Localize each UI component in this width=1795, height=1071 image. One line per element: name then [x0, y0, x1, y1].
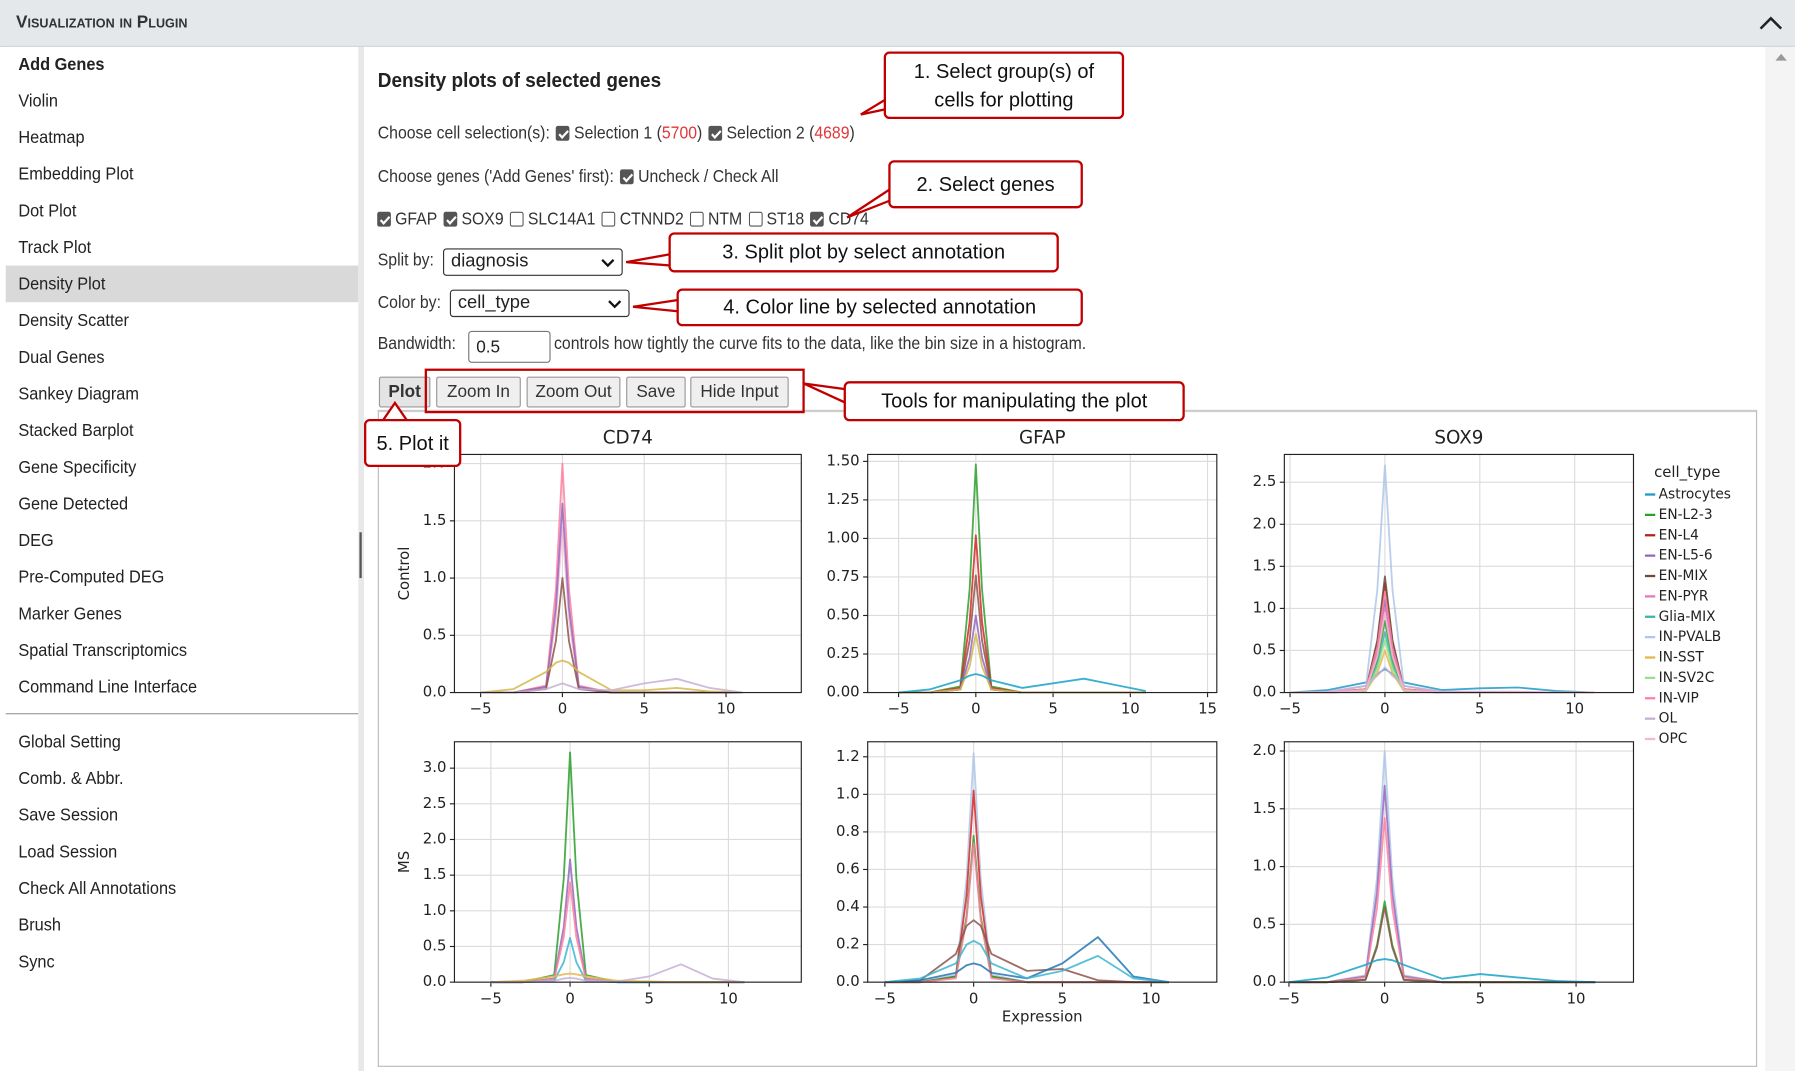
label: Bandwidth: — [377, 334, 456, 354]
genes-row: Choose genes ('Add Genes' first): Unchec… — [378, 167, 779, 186]
callout: 5. Plot it — [364, 418, 462, 468]
nav-item[interactable]: Stacked Barplot — [18, 421, 134, 441]
text-input[interactable]: 0.5 — [468, 330, 551, 363]
gene-label[interactable]: CTNND2 — [619, 209, 684, 229]
dropdown-arrow — [601, 259, 615, 268]
nav-item[interactable]: Heatmap — [18, 128, 85, 148]
callout: 2. Select genes — [888, 160, 1083, 209]
panel-header[interactable]: Visualization in Plugin — [0, 0, 1795, 47]
nav-item[interactable]: Density Plot — [18, 274, 106, 295]
option-label[interactable]: Selection 2 — [726, 123, 805, 144]
nav-item[interactable]: Dot Plot — [18, 201, 77, 221]
nav-item[interactable]: Gene Specificity — [18, 457, 137, 478]
nav-item[interactable]: Pre-Computed DEG — [18, 567, 165, 588]
checkbox[interactable] — [601, 211, 616, 227]
nav-item[interactable]: Spatial Transcriptomics — [18, 641, 188, 661]
gene-label[interactable]: SOX9 — [461, 209, 504, 229]
nav-item[interactable]: Track Plot — [18, 238, 92, 258]
nav-item[interactable]: Command Line Interface — [18, 677, 198, 698]
nav-item[interactable]: Global Setting — [18, 732, 121, 753]
input-value: 0.5 — [476, 337, 501, 357]
checkbox[interactable] — [377, 211, 391, 227]
nav-item[interactable]: Marker Genes — [18, 604, 122, 624]
hint: controls how tightly the curve fits to t… — [554, 334, 1087, 354]
nav-item[interactable]: Brush — [18, 915, 61, 936]
dropdown[interactable]: cell_type — [449, 289, 630, 318]
nav-item[interactable]: Save Session — [18, 805, 119, 826]
collapse-icon[interactable] — [1756, 11, 1786, 34]
cell-count: 4689 — [814, 123, 850, 144]
checkbox[interactable] — [509, 211, 524, 227]
nav-item[interactable]: DEG — [18, 531, 54, 551]
splitter-handle[interactable] — [359, 532, 362, 579]
gene-label[interactable]: SLC14A1 — [527, 209, 596, 229]
toggle-label[interactable]: Uncheck / Check All — [638, 167, 779, 187]
scroll-up[interactable] — [1774, 52, 1788, 63]
nav-item[interactable]: Gene Detected — [18, 494, 129, 514]
label: Choose cell selection(s): — [377, 123, 550, 144]
section-title: Density plots of selected genes — [377, 68, 662, 92]
nav-item[interactable]: Embedding Plot — [18, 164, 134, 185]
gene-label[interactable]: CD74 — [828, 209, 869, 229]
dropdown[interactable]: diagnosis — [442, 248, 623, 276]
gene-label[interactable]: ST18 — [766, 209, 805, 229]
checkbox[interactable] — [620, 169, 634, 185]
checkbox[interactable] — [748, 211, 763, 227]
nav-item[interactable]: Dual Genes — [18, 347, 105, 368]
checkbox[interactable] — [708, 125, 723, 141]
callout: 4. Color line by selected annotation — [676, 288, 1083, 327]
button[interactable]: Save — [626, 376, 686, 408]
dropdown-value: cell_type — [457, 293, 531, 313]
checkbox[interactable] — [810, 211, 825, 227]
scrollbar[interactable] — [1765, 46, 1795, 1071]
nav-item[interactable]: Violin — [18, 91, 58, 112]
sidebar: Add Genes Violin Heatmap Embedding Plot Dot … — [5, 46, 359, 1071]
cell-count: 5700 — [661, 123, 698, 144]
label: Choose genes ('Add Genes' first): — [377, 167, 614, 187]
gene-list: GFAP SOX9 SLC14A1 CTNND2 NTM ST18 CD74 — [371, 209, 869, 229]
button[interactable]: Plot — [378, 376, 431, 408]
cell-selection-row: Choose cell selection(s): Selection 1 (5… — [377, 123, 855, 144]
nav-item[interactable]: Check All Annotations — [18, 879, 177, 899]
panel-title: Visualization in Plugin — [16, 12, 188, 33]
dropdown-value: diagnosis — [451, 251, 529, 272]
nav-item[interactable]: Sync — [18, 952, 55, 972]
button[interactable]: Hide Input — [690, 376, 789, 408]
splitter[interactable] — [358, 46, 365, 1071]
callout: 3. Split plot by select annotation — [668, 232, 1059, 273]
checkbox[interactable] — [556, 125, 570, 141]
callout: 1. Select group(s) of cells for plotting — [883, 51, 1125, 120]
separator — [5, 713, 359, 715]
nav-item[interactable]: Load Session — [18, 842, 118, 862]
gene-label[interactable]: NTM — [707, 209, 743, 229]
active-highlight — [5, 265, 359, 303]
button[interactable]: Zoom In — [436, 376, 521, 408]
label: Split by: — [377, 250, 434, 271]
option-label[interactable]: Selection 1 — [574, 123, 653, 144]
nav-item[interactable]: Add Genes — [18, 54, 105, 75]
callout: Tools for manipulating the plot — [843, 381, 1185, 422]
checkbox[interactable] — [690, 211, 704, 227]
checkbox[interactable] — [443, 211, 458, 227]
nav-item[interactable]: Density Scatter — [18, 311, 130, 331]
nav-item[interactable]: Sankey Diagram — [18, 384, 139, 405]
plot-container — [377, 409, 1758, 1067]
button[interactable]: Zoom Out — [526, 376, 621, 408]
gene-label[interactable]: GFAP — [395, 209, 438, 229]
nav-item[interactable]: Comb. & Abbr. — [18, 769, 124, 789]
label: Color by: — [377, 293, 441, 313]
dropdown-arrow — [608, 300, 622, 309]
